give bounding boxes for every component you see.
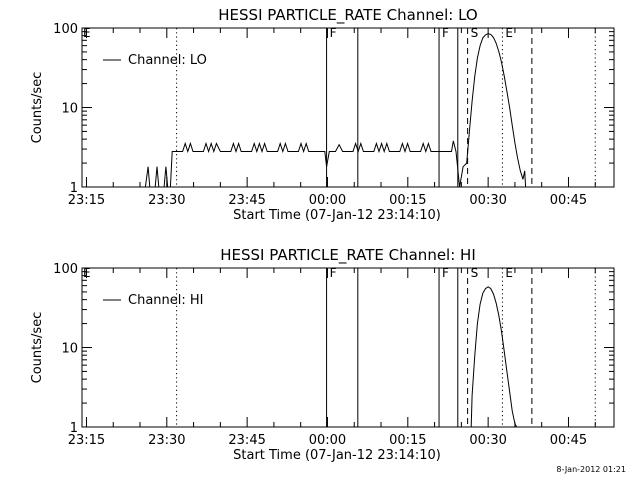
time-marker-label: E (505, 26, 513, 40)
time-marker-label: F (330, 26, 337, 40)
time-marker-label: S (471, 26, 479, 40)
y-tick-label: 10 (61, 102, 78, 117)
x-tick-label: 23:15 (68, 433, 105, 448)
x-axis-label: Start Time (07-Jan-12 23:14:10) (233, 208, 441, 223)
time-marker-label: E (83, 26, 91, 40)
time-marker-label: E (505, 266, 513, 280)
time-marker-label: F (442, 266, 449, 280)
y-axis-label: Counts/sec (30, 312, 45, 384)
y-tick-label: 100 (53, 262, 78, 277)
x-tick-label: 00:30 (469, 193, 506, 208)
x-tick-label: 23:45 (228, 193, 265, 208)
x-tick-label: 23:30 (148, 193, 185, 208)
y-axis-label: Counts/sec (30, 72, 45, 144)
y-tick-label: 1 (70, 421, 78, 436)
x-tick-label: 00:00 (309, 433, 346, 448)
x-tick-label: 00:30 (469, 433, 506, 448)
x-axis-label: Start Time (07-Jan-12 23:14:10) (233, 448, 441, 463)
y-tick-label: 1 (70, 181, 78, 196)
plot-frame (81, 267, 615, 428)
legend-label: Channel: HI (128, 293, 204, 308)
series-line-1 (470, 286, 518, 428)
plot-frame (81, 27, 615, 188)
time-marker-label: E (83, 266, 91, 280)
x-tick-label: 00:00 (309, 193, 346, 208)
y-tick-label: 10 (61, 342, 78, 357)
x-tick-label: 23:30 (148, 433, 185, 448)
y-tick-label: 100 (53, 22, 78, 37)
time-marker-label: F (330, 266, 337, 280)
chart-title: HESSI PARTICLE_RATE Channel: HI (220, 246, 476, 265)
legend-label: Channel: LO (128, 53, 207, 68)
time-marker-label: S (471, 266, 479, 280)
chart-panel-1: HESSI PARTICLE_RATE Channel: LO 23:15 23:3… (30, 6, 615, 223)
x-tick-label: 00:45 (550, 193, 587, 208)
x-tick-label: 00:15 (389, 193, 426, 208)
x-tick-label: 23:45 (228, 433, 265, 448)
x-tick-label: 23:15 (68, 193, 105, 208)
x-tick-label: 00:45 (550, 433, 587, 448)
time-marker-label: F (442, 26, 449, 40)
x-tick-label: 00:15 (389, 433, 426, 448)
footer-timestamp: 8-Jan-2012 01:21 (556, 465, 626, 474)
chart-title: HESSI PARTICLE_RATE Channel: LO (218, 6, 477, 25)
chart-panel-2: HESSI PARTICLE_RATE Channel: HI 23:15 23:3… (30, 246, 615, 463)
series-line-1 (82, 33, 527, 188)
